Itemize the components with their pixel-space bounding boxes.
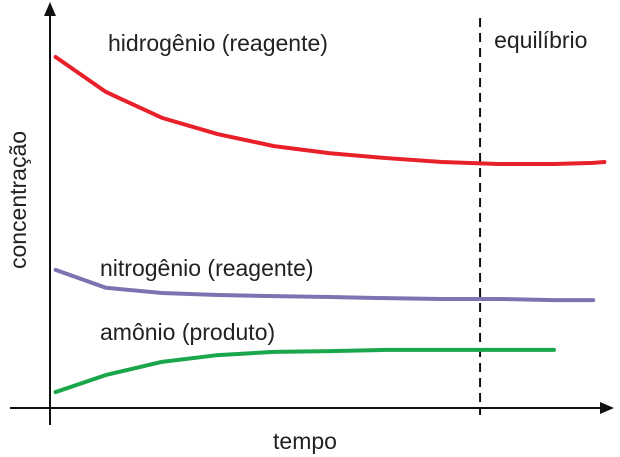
series-line (53, 347, 556, 395)
series-label: nitrogênio (reagente) (100, 255, 314, 281)
x-axis-label: tempo (273, 428, 337, 454)
y-axis-arrow (44, 2, 56, 16)
y-axis-label: concentração (5, 131, 31, 269)
series-line (53, 267, 596, 303)
x-axis-arrow (600, 402, 614, 414)
series-line (53, 54, 607, 167)
series-label: hidrogênio (reagente) (108, 30, 328, 56)
series-label: amônio (produto) (100, 319, 275, 345)
annotation-label: equilíbrio (494, 27, 587, 53)
